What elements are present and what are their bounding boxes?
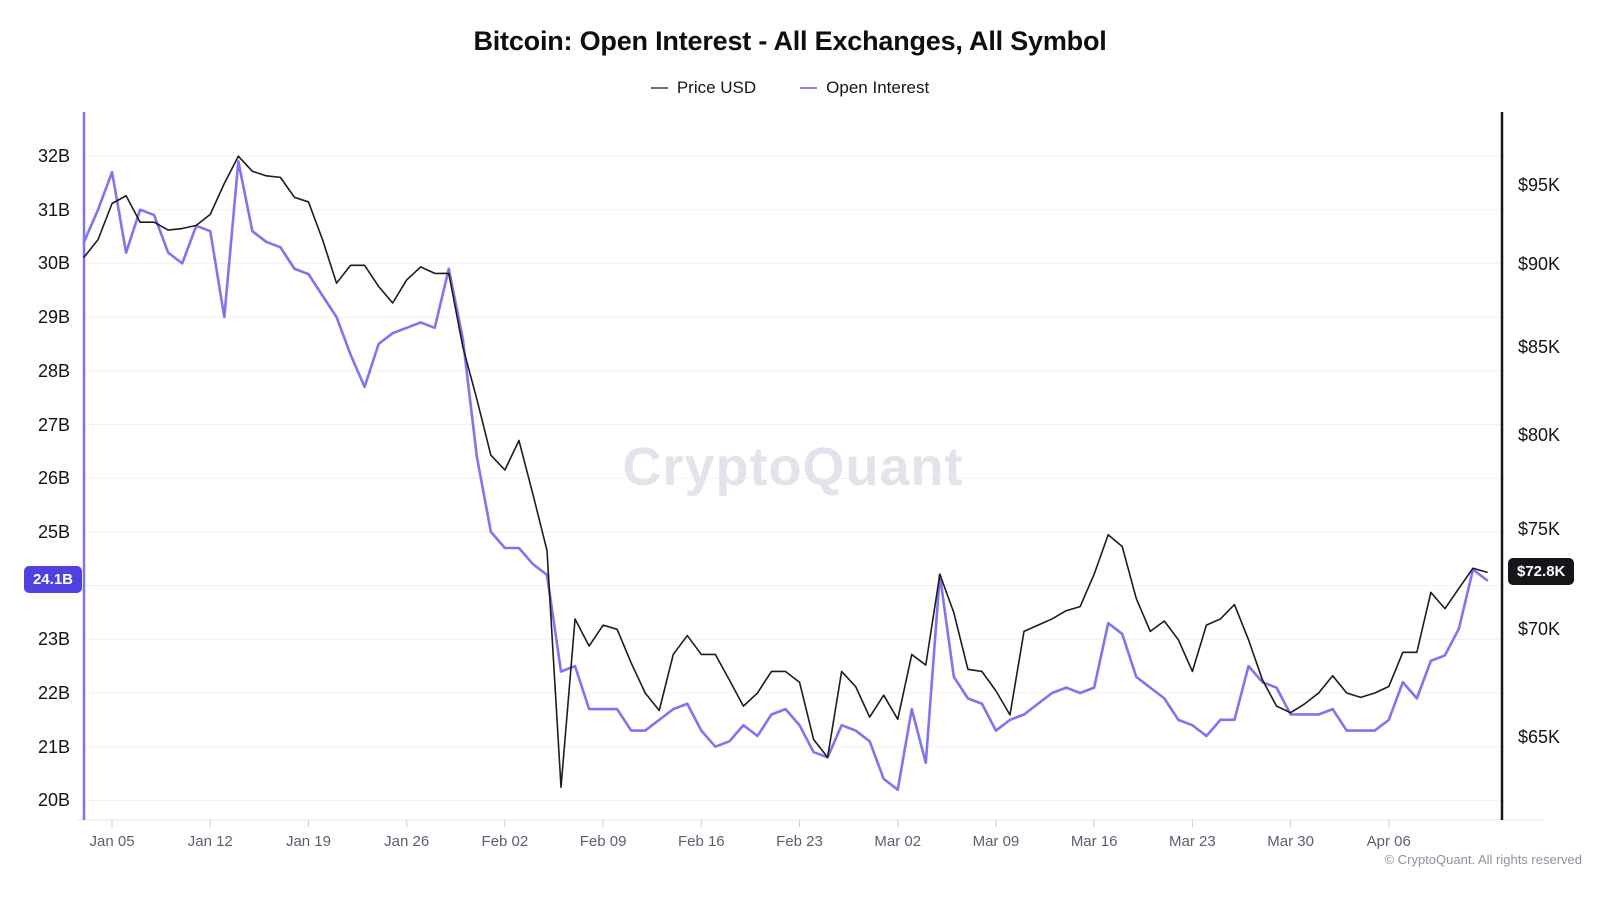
x-axis-label: Mar 09 xyxy=(972,833,1020,850)
x-axis-label: Mar 02 xyxy=(874,833,922,850)
y-axis-label-left: 32B xyxy=(37,146,70,166)
y-axis-label-left: 28B xyxy=(37,360,70,381)
y-axis-label-right: $85K xyxy=(1518,336,1561,357)
y-axis-label-left: 26B xyxy=(37,468,70,489)
x-axis-label: Jan 05 xyxy=(89,833,135,850)
y-axis-label-left: 25B xyxy=(37,521,70,542)
y-axis-label-right: $90K xyxy=(1518,253,1561,274)
price-last-value-badge: $72.8K xyxy=(1508,558,1575,586)
x-axis-label: Feb 23 xyxy=(776,833,823,850)
legend-label-price: Price USD xyxy=(676,78,757,97)
x-axis-label: Apr 06 xyxy=(1366,833,1411,850)
x-axis-label: Mar 30 xyxy=(1267,833,1314,850)
y-axis-label-left: 20B xyxy=(37,790,70,811)
y-axis-label-left: 29B xyxy=(37,307,70,328)
chart-legend: Price USD Open Interest xyxy=(0,78,1580,98)
y-axis-label-right: $95K xyxy=(1518,175,1561,195)
y-axis-label-left: 27B xyxy=(37,414,70,435)
y-axis-label-right: $70K xyxy=(1518,619,1561,640)
y-axis-label-left: 21B xyxy=(37,736,70,757)
y-axis-label-left: 22B xyxy=(37,683,70,703)
legend-item-open-interest[interactable]: Open Interest xyxy=(800,78,929,98)
y-axis-label-left: 23B xyxy=(37,629,70,650)
x-axis-label: Feb 02 xyxy=(481,833,529,850)
legend-item-price[interactable]: Price USD xyxy=(650,78,757,98)
y-axis-label-left: 31B xyxy=(37,199,70,220)
y-axis-label-right: $65K xyxy=(1518,727,1561,748)
x-axis-label: Jan 26 xyxy=(384,833,430,850)
open-interest-last-value-badge: 24.1B xyxy=(23,566,82,594)
x-axis-label: Jan 12 xyxy=(187,833,233,850)
chart-title: Bitcoin: Open Interest - All Exchanges, … xyxy=(473,26,1107,56)
y-axis-label-right: $80K xyxy=(1518,425,1561,446)
y-axis-label-right: $75K xyxy=(1518,518,1561,539)
open-interest-series-dash-icon xyxy=(800,87,818,89)
x-axis-label: Mar 16 xyxy=(1070,833,1118,850)
x-axis-label: Feb 09 xyxy=(579,833,627,850)
footer-copyright: © CryptoQuant. All rights reserved xyxy=(1384,852,1582,867)
y-axis-label-left: 30B xyxy=(37,253,70,274)
x-axis-label: Jan 19 xyxy=(285,833,331,850)
x-axis-label: Feb 16 xyxy=(677,833,725,850)
legend-label-open-interest: Open Interest xyxy=(826,78,930,97)
watermark: CryptoQuant xyxy=(622,437,964,497)
x-axis-label: Mar 23 xyxy=(1169,833,1216,850)
price-series-dash-icon xyxy=(650,87,668,89)
